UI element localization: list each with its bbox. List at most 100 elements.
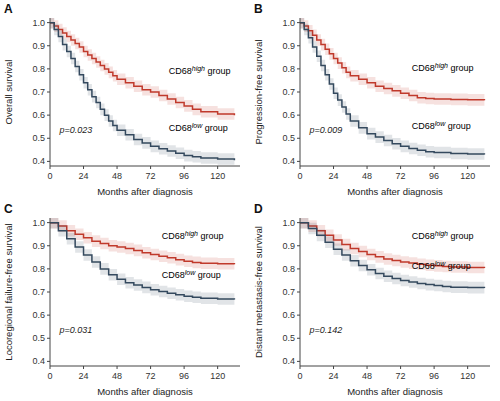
plot-area	[300, 218, 484, 294]
group-label: CD68low group	[162, 269, 221, 280]
x-tick-label: 24	[329, 371, 339, 381]
y-tick	[297, 315, 300, 316]
group-label: CD68low group	[412, 120, 471, 131]
y-tick-label: 0.9	[32, 41, 45, 51]
x-tick-label: 48	[362, 371, 372, 381]
y-tick	[47, 268, 50, 269]
y-tick-label: 0.6	[282, 110, 295, 120]
x-tick	[367, 366, 368, 369]
group-label: CD68low group	[412, 260, 471, 271]
y-tick-label: 0.9	[282, 41, 295, 51]
y-axis-label: Locoregional failure-free survival	[3, 223, 14, 360]
y-axis-label: Overall survival	[3, 60, 14, 125]
y-tick	[297, 92, 300, 93]
y-tick	[47, 138, 50, 139]
plot-area	[300, 18, 484, 160]
group-label-part: group	[448, 231, 474, 241]
group-label-sup: high	[185, 230, 198, 238]
y-tick	[47, 22, 50, 23]
y-tick-label: 0.5	[32, 333, 45, 343]
survival-curve	[50, 223, 234, 300]
y-tick	[47, 361, 50, 362]
group-label: CD68high group	[162, 230, 224, 241]
y-tick-label: 0.4	[282, 356, 295, 366]
y-tick-label: 1.0	[282, 18, 295, 28]
x-tick-label: 120	[210, 371, 225, 381]
x-axis-label: Months after diagnosis	[347, 386, 443, 397]
group-label-part: CD68	[412, 261, 435, 271]
figure: 0.4 0.5 0.6 0.7 0.8 0.9 1.0 0 24 48 72 96 120 Months …	[0, 0, 500, 401]
x-tick-label: 120	[460, 371, 475, 381]
x-tick	[367, 166, 368, 169]
p-value: p=0.023	[59, 125, 93, 135]
group-label-part: group	[445, 261, 471, 271]
group-label-part: CD68	[412, 121, 435, 131]
x-tick-label: 96	[429, 171, 439, 181]
x-tick-label: 0	[47, 371, 52, 381]
group-label-part: group	[205, 66, 231, 76]
x-tick-label: 24	[79, 371, 89, 381]
y-tick-label: 0.5	[32, 133, 45, 143]
group-label-part: group	[448, 63, 474, 73]
x-tick	[467, 366, 468, 369]
y-tick-label: 0.9	[282, 241, 295, 251]
p-value: p=0.031	[59, 325, 93, 335]
panel: 0.40.50.60.70.80.91.0024487296120Months …	[253, 202, 490, 397]
y-tick	[47, 45, 50, 46]
group-label: CD68low group	[169, 122, 228, 133]
p-value: p=0.142	[309, 325, 343, 335]
y-tick-label: 1.0	[32, 218, 45, 228]
x-tick	[467, 166, 468, 169]
x-tick-label: 96	[179, 371, 189, 381]
confidence-band	[50, 218, 234, 305]
group-label-part: CD68	[412, 63, 435, 73]
y-tick	[47, 92, 50, 93]
x-tick-label: 72	[396, 371, 406, 381]
y-tick	[297, 292, 300, 293]
y-axis-label: Distant metastasis-free survival	[253, 226, 264, 358]
y-tick-label: 0.4	[32, 356, 45, 366]
panel-label: A	[4, 2, 13, 16]
x-tick	[117, 366, 118, 369]
x-tick	[217, 366, 218, 369]
x-tick-label: 72	[146, 171, 156, 181]
panel: 0.40.50.60.70.80.91.0024487296120Months …	[3, 202, 240, 397]
x-tick-label: 48	[112, 371, 122, 381]
group-label-sup: high	[435, 230, 448, 238]
panel: 0.40.50.60.70.80.91.0024487296120Months …	[253, 2, 490, 197]
x-tick	[83, 166, 84, 169]
group-label: CD68high group	[412, 230, 474, 241]
y-tick	[297, 138, 300, 139]
group-label-part: CD68	[169, 66, 192, 76]
x-axis-label: Months after diagnosis	[97, 186, 193, 197]
y-tick	[297, 361, 300, 362]
y-tick-label: 1.0	[282, 218, 295, 228]
y-tick	[297, 245, 300, 246]
y-tick	[297, 222, 300, 223]
y-tick-label: 1.0	[32, 18, 45, 28]
x-tick	[184, 366, 185, 369]
x-axis-label: Months after diagnosis	[347, 186, 443, 197]
y-tick	[47, 115, 50, 116]
x-tick-label: 120	[210, 171, 225, 181]
y-tick-label: 0.8	[32, 64, 45, 74]
y-tick-label: 0.7	[282, 287, 295, 297]
group-label-part: CD68	[412, 231, 435, 241]
y-tick	[297, 68, 300, 69]
group-label-part: group	[445, 121, 471, 131]
p-value: p=0.009	[309, 125, 343, 135]
x-tick	[50, 166, 51, 169]
survival-curve	[50, 23, 234, 161]
x-tick	[333, 166, 334, 169]
x-tick-label: 96	[179, 171, 189, 181]
y-tick	[47, 245, 50, 246]
x-tick-label: 24	[329, 171, 339, 181]
y-tick-label: 0.4	[32, 156, 45, 166]
x-tick-label: 0	[297, 171, 302, 181]
confidence-band	[50, 18, 234, 166]
y-tick	[297, 161, 300, 162]
x-tick	[400, 366, 401, 369]
survival-curve	[300, 23, 484, 101]
y-tick-label: 0.5	[282, 333, 295, 343]
group-label-sup: high	[435, 62, 448, 70]
